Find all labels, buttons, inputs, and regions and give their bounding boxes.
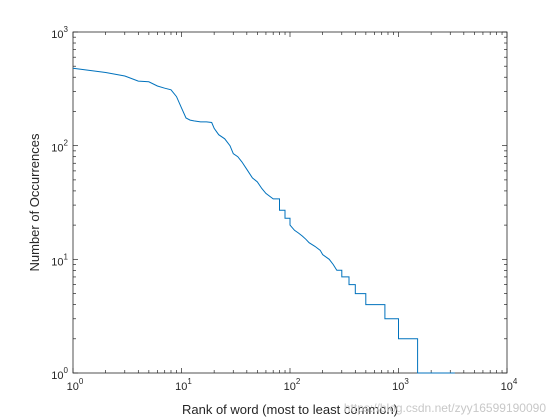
series-line — [72, 67, 455, 374]
y-tick-label: 102 — [51, 139, 68, 155]
x-tick-label: 103 — [392, 377, 409, 393]
y-axis-title: Number of Occurrences — [27, 133, 42, 271]
x-tick-label: 100 — [67, 377, 84, 393]
y-tick-label: 101 — [51, 252, 68, 268]
y-tick-label: 100 — [51, 366, 68, 382]
x-tick-label: 104 — [501, 377, 518, 393]
x-tick-label: 101 — [175, 377, 192, 393]
watermark: https://blog.csdn.net/zyy16599190090 — [344, 401, 546, 415]
y-tick-labels: 100 101 102 103 — [51, 25, 68, 382]
x-axis-title: Rank of word (most to least common) — [182, 402, 398, 417]
plot-area — [72, 31, 508, 374]
x-tick-labels: 100 101 102 103 104 — [67, 377, 518, 393]
y-tick-label: 103 — [51, 25, 68, 41]
tick-marks — [72, 31, 508, 374]
x-tick-label: 102 — [284, 377, 301, 393]
